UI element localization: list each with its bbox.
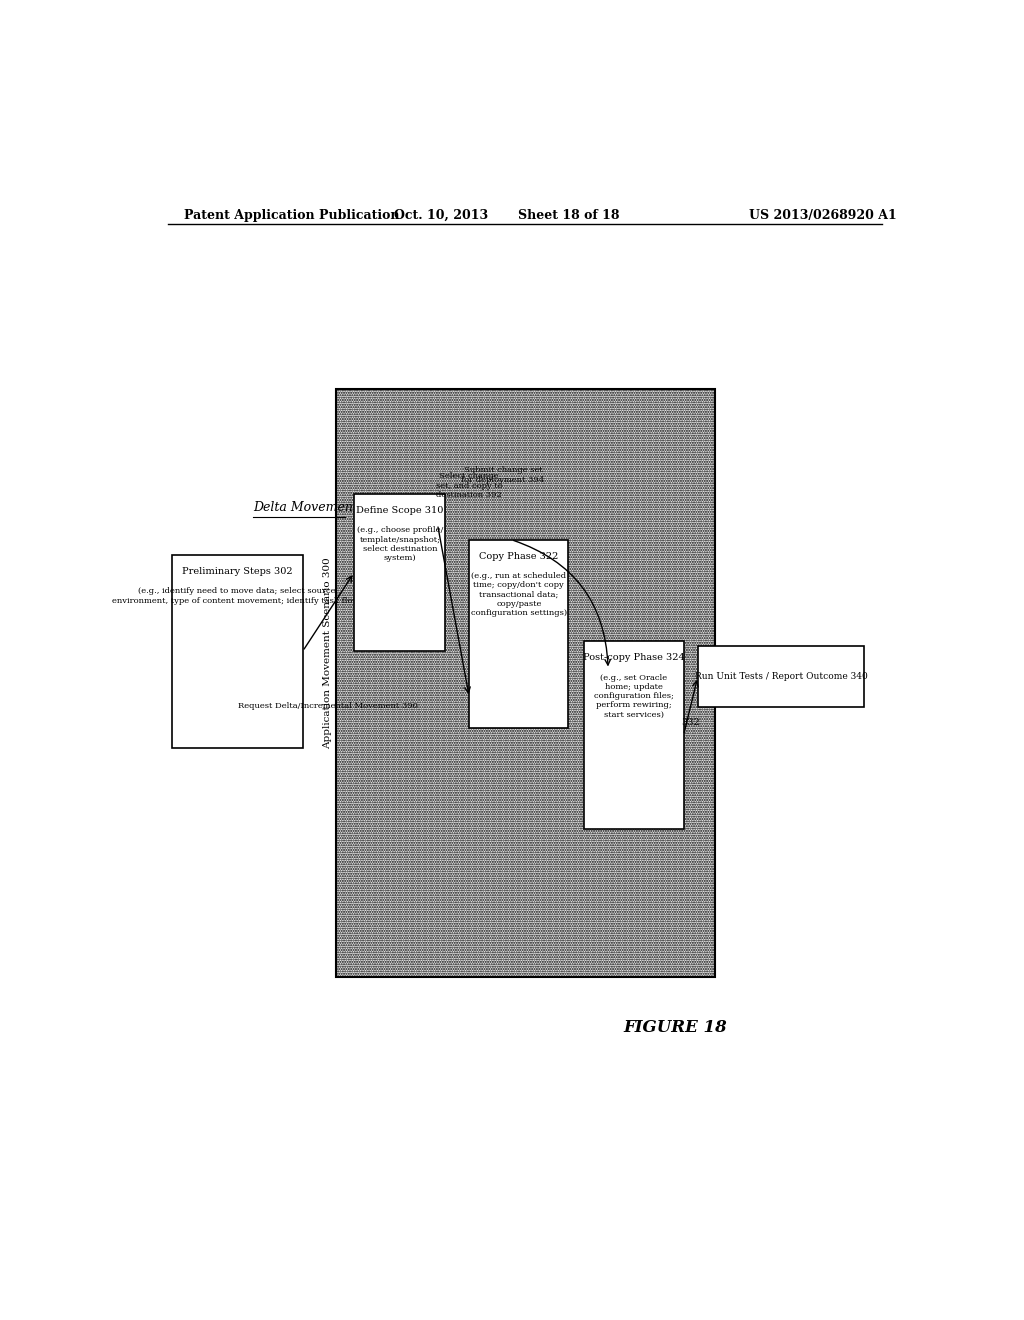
Text: (e.g., set Oracle
home; update
configuration files;
perform rewiring;
start serv: (e.g., set Oracle home; update configura…	[594, 673, 674, 718]
FancyBboxPatch shape	[354, 494, 445, 651]
Text: (e.g., choose profile/
template/snapshot;
select destination
system): (e.g., choose profile/ template/snapshot…	[356, 527, 443, 562]
Text: FIGURE 18: FIGURE 18	[624, 1019, 727, 1036]
Text: (e.g., identify need to move data; select source
environment, type of content mo: (e.g., identify need to move data; selec…	[112, 587, 362, 605]
Text: Define Scope 310: Define Scope 310	[356, 506, 443, 515]
Text: Submit change set
for deployment 394: Submit change set for deployment 394	[462, 466, 545, 483]
Text: Run Unit Tests / Report Outcome 340: Run Unit Tests / Report Outcome 340	[694, 672, 867, 681]
Text: Sheet 18 of 18: Sheet 18 of 18	[518, 209, 620, 222]
Text: (e.g., run at scheduled
time; copy/don't copy
transactional data;
copy/paste
con: (e.g., run at scheduled time; copy/don't…	[471, 572, 567, 616]
FancyBboxPatch shape	[336, 389, 715, 977]
FancyBboxPatch shape	[585, 642, 684, 829]
Text: Preliminary Steps 302: Preliminary Steps 302	[182, 568, 293, 576]
FancyBboxPatch shape	[172, 554, 303, 748]
Text: Delta Movement: Delta Movement	[253, 502, 358, 515]
Text: Application Movement Scenario 300: Application Movement Scenario 300	[323, 557, 332, 750]
Text: US 2013/0268920 A1: US 2013/0268920 A1	[749, 209, 896, 222]
Text: Select change
set, and copy to
destination 392: Select change set, and copy to destinati…	[436, 473, 503, 499]
Text: Request Delta/Incremental Movement 390: Request Delta/Incremental Movement 390	[239, 702, 419, 710]
FancyBboxPatch shape	[469, 540, 568, 727]
Text: Post-copy Phase 324: Post-copy Phase 324	[583, 653, 685, 663]
Text: Patent Application Publication: Patent Application Publication	[183, 209, 399, 222]
Text: Copy Phase 322: Copy Phase 322	[479, 552, 558, 561]
Text: 332: 332	[681, 718, 700, 727]
FancyBboxPatch shape	[697, 647, 864, 708]
Text: Oct. 10, 2013: Oct. 10, 2013	[394, 209, 488, 222]
